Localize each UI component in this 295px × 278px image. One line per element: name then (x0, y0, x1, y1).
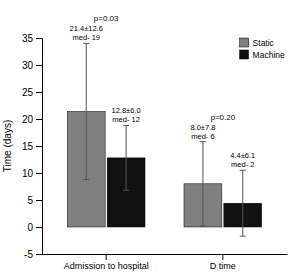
error-bar (240, 170, 246, 236)
y-tick: 20 (22, 114, 42, 125)
legend-label: Static (253, 38, 275, 48)
error-bar (123, 125, 129, 190)
x-tick-label: Admission to hospital (64, 261, 149, 271)
y-tick: -5 (24, 249, 42, 260)
legend-swatch (240, 50, 249, 59)
annotation-line: med- 2 (231, 160, 254, 169)
x-tick-mark (106, 254, 107, 260)
y-tick-label: 15 (22, 141, 34, 152)
p-value: p=0.20 (210, 113, 235, 122)
plot: -5 0 5 10 15 20 25 30 35 Admission to hospital D t… (2, 14, 288, 271)
y-tick-label: 30 (22, 60, 34, 71)
legend-item: Machine (240, 50, 285, 60)
chart: -5 0 5 10 15 20 25 30 35 Admission to hospital D t… (0, 0, 295, 278)
annotation-line: 12.8±6.0 (112, 106, 141, 115)
y-tick-label: 5 (27, 195, 33, 206)
y-tick-mark (36, 146, 42, 147)
x-tick-label: D time (210, 261, 236, 271)
legend: Static Machine (240, 38, 285, 60)
y-tick-label: 0 (27, 222, 33, 233)
y-tick-mark (36, 92, 42, 93)
p-value: p=0.03 (94, 14, 119, 23)
y-tick-mark (36, 227, 42, 228)
x-axis: Admission to hospital D time (43, 254, 288, 271)
y-tick-mark (36, 173, 42, 174)
y-tick-label: 20 (22, 114, 34, 125)
y-tick-label: 35 (22, 33, 34, 44)
y-tick: 35 (22, 33, 42, 44)
y-axis-title: Time (days) (2, 120, 13, 172)
y-tick-label: 10 (22, 168, 34, 179)
y-tick: 5 (27, 195, 42, 206)
x-tick: Admission to hospital (64, 254, 149, 271)
y-tick: 25 (22, 87, 42, 98)
y-tick-mark (36, 65, 42, 66)
y-tick: 10 (22, 168, 42, 179)
bar-annotation: 4.4±6.1med- 2 (230, 151, 255, 169)
annotation-line: 21.4±12.6 (70, 24, 103, 33)
y-axis-line (36, 39, 43, 255)
y-tick-mark (36, 254, 42, 255)
y-tick: 30 (22, 60, 42, 71)
bar-annotation: 12.8±6.0med- 12 (112, 106, 141, 124)
legend-label: Machine (253, 50, 285, 60)
annotation-line: 4.4±6.1 (230, 151, 255, 160)
bar-annotation: 21.4±12.6med- 19 (70, 24, 103, 42)
y-tick-label: 25 (22, 87, 34, 98)
y-tick-mark (36, 38, 42, 39)
error-bar (200, 142, 206, 226)
annotation-line: med- 19 (72, 33, 100, 42)
annotation-line: 8.0±7.8 (190, 123, 215, 132)
x-tick: D time (210, 254, 236, 271)
y-tick-label: -5 (24, 249, 33, 260)
annotation-line: med- 6 (191, 132, 214, 141)
annotations: 21.4±12.6med- 198.0±7.8med- 612.8±6.0med… (70, 14, 256, 169)
y-tick-mark (36, 119, 42, 120)
y-tick: 15 (22, 141, 42, 152)
marks (67, 43, 261, 236)
bar-annotation: 8.0±7.8med- 6 (190, 123, 215, 141)
x-tick-mark (222, 254, 223, 260)
legend-item: Static (240, 38, 275, 48)
error-bar (83, 43, 89, 179)
x-axis-line (43, 254, 288, 255)
y-tick-mark (36, 200, 42, 201)
y-axis: -5 0 5 10 15 20 25 30 35 (22, 33, 43, 260)
y-tick: 0 (27, 222, 42, 233)
legend-swatch (240, 38, 249, 47)
annotation-line: med- 12 (112, 115, 140, 124)
